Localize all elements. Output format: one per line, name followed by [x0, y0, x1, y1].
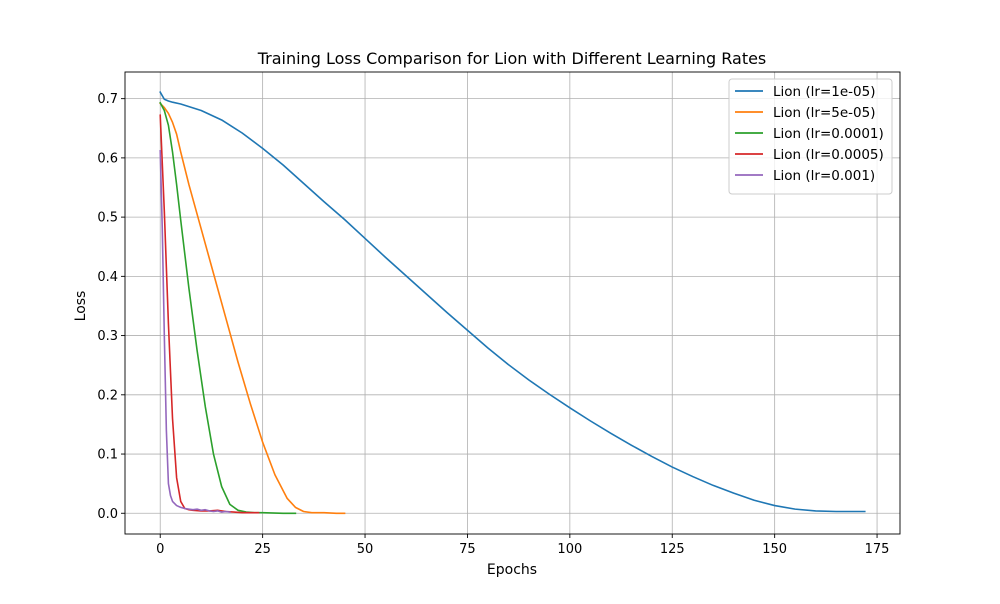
legend-label-2: Lion (lr=0.0001) — [773, 126, 884, 142]
y-tick-label: 0.2 — [97, 388, 118, 403]
x-tick-label: 175 — [865, 542, 890, 557]
grid-layer — [125, 72, 900, 534]
y-tick-label: 0.4 — [97, 270, 118, 285]
legend-label-4: Lion (lr=0.001) — [773, 168, 875, 184]
y-tick-label: 0.5 — [97, 211, 118, 226]
y-tick-label: 0.0 — [97, 507, 118, 522]
legend-label-3: Lion (lr=0.0005) — [773, 147, 884, 163]
x-tick-label: 150 — [762, 542, 787, 557]
legend-box — [728, 78, 893, 195]
series-line-4 — [159, 149, 231, 513]
chart-title: Training Loss Comparison for Lion with D… — [257, 49, 767, 68]
x-axis-label: Epochs — [487, 562, 537, 578]
x-tick-label: 50 — [357, 542, 374, 557]
y-axis-label: Loss — [73, 291, 89, 322]
y-tick-label: 0.1 — [97, 448, 118, 463]
x-tick-label: 125 — [660, 542, 685, 557]
series-layer — [159, 91, 866, 515]
y-tick-label: 0.7 — [97, 92, 118, 107]
x-tick-label: 25 — [254, 542, 271, 557]
series-line-0 — [159, 91, 866, 513]
legend-label-0: Lion (lr=1e-05) — [773, 84, 875, 100]
y-tick-label: 0.6 — [97, 151, 118, 166]
series-line-2 — [159, 101, 297, 515]
ticks-layer: 0 25 50 75 100 125 150 175 0.0 0.1 0.2 0.3 0.4 0.5 0.6… — [97, 92, 889, 557]
x-tick-label: 100 — [557, 542, 582, 557]
x-tick-label: 75 — [459, 542, 476, 557]
legend: Lion (lr=1e-05) Lion (lr=5e-05) Lion (lr=0… — [728, 78, 893, 195]
axes-layer — [124, 71, 901, 535]
plot-frame — [124, 71, 901, 535]
x-tick-label: 0 — [156, 542, 164, 557]
series-line-1 — [159, 102, 346, 515]
legend-label-1: Lion (lr=5e-05) — [773, 105, 875, 121]
y-tick-label: 0.3 — [97, 329, 118, 344]
